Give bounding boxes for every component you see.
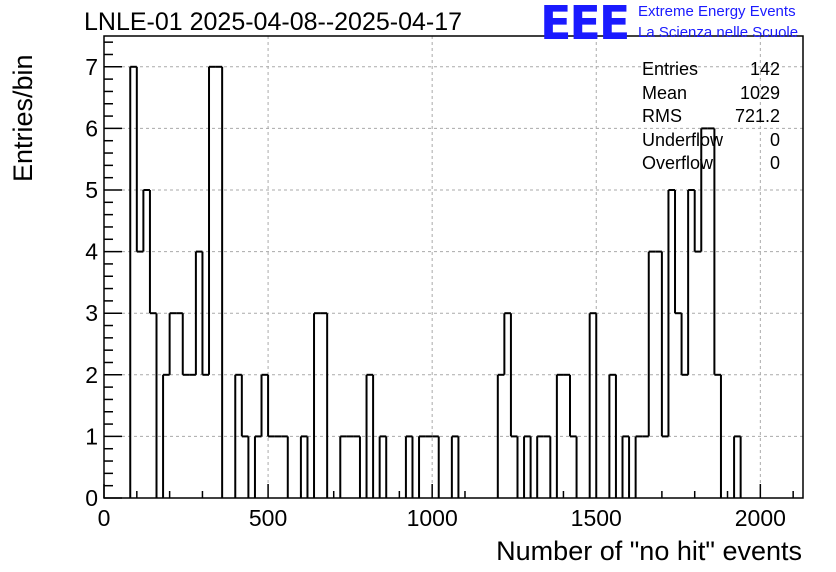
stats-value: 142	[749, 59, 780, 79]
y-axis-label: Entries/bin	[8, 54, 38, 182]
y-tick-label: 3	[85, 300, 98, 326]
y-tick-label: 1	[85, 423, 98, 449]
stats-value: 721.2	[734, 106, 780, 126]
stats-label: RMS	[642, 106, 682, 126]
x-tick-label: 500	[249, 505, 287, 531]
y-tick-label: 4	[85, 239, 98, 265]
stats-value: 0	[769, 153, 780, 173]
y-tick-label: 0	[85, 485, 98, 511]
stats-box: Entries 142 Mean 1029 RMS 721.2 Underflo…	[642, 58, 780, 176]
plot-frame	[103, 35, 804, 499]
stats-row-overflow: Overflow 0	[642, 152, 780, 176]
y-tick-label: 6	[85, 115, 98, 141]
axis-ticks: 0 500 1000 1500 2000 0 1 2 3 4 5 6 7	[85, 41, 794, 531]
axes	[103, 35, 804, 499]
y-tick-label: 2	[85, 362, 98, 388]
x-tick-label: 1500	[571, 505, 622, 531]
stats-row-entries: Entries 142	[642, 58, 780, 82]
stats-label: Mean	[642, 82, 688, 103]
stats-value: 0	[769, 129, 780, 150]
stats-value: 1029	[739, 82, 780, 103]
stats-row-underflow: Underflow 0	[642, 129, 780, 153]
x-tick-label: 2000	[735, 505, 786, 531]
x-tick-label: 1000	[407, 505, 458, 531]
eee-logo: EEE	[540, 0, 630, 50]
histogram-bars	[129, 65, 742, 498]
logo-tagline-1: Extreme Energy Events	[638, 3, 796, 20]
stats-row-mean: Mean 1029	[642, 82, 780, 106]
stats-row-rms: RMS 721.2	[642, 105, 780, 129]
y-tick-label: 7	[85, 54, 98, 80]
stats-label: Entries	[642, 59, 699, 79]
y-tick-label: 5	[85, 177, 98, 203]
x-tick-label: 0	[98, 505, 111, 531]
chart-title: LNLE-01 2025-04-08--2025-04-17	[84, 8, 463, 36]
logo-tagline-2: La Scienza nelle Scuole	[638, 24, 799, 41]
stats-label: Underflow	[642, 129, 724, 150]
stats-label: Overflow	[642, 153, 714, 173]
x-axis-label: Number of "no hit" events	[496, 536, 802, 566]
